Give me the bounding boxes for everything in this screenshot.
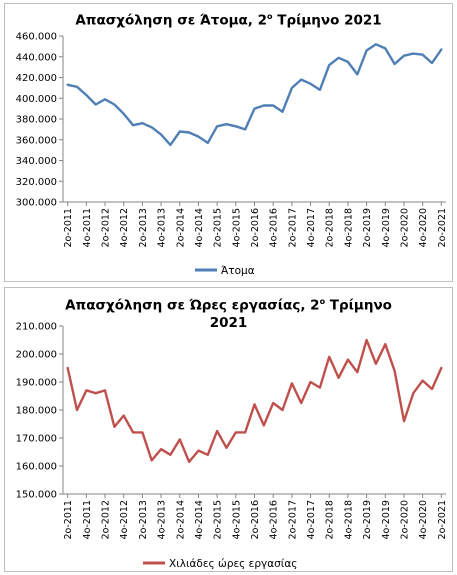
y-tick-label: 340.000	[16, 156, 57, 167]
y-tick-label: 190.000	[16, 378, 57, 389]
x-tick-label: 2ο-2015	[213, 208, 224, 247]
x-tick-label: 2ο-2012	[101, 208, 112, 247]
x-tick-label: 2ο-2021	[437, 500, 448, 539]
chart-svg-hours: 150.000 160.000 170.000 180.000 190.000 200.0…	[16, 322, 448, 571]
legend-label: Άτομα	[221, 265, 255, 277]
x-tick-label: 4ο-2019	[381, 208, 392, 247]
series-line	[66, 43, 443, 147]
x-tick-label: 4ο-2011	[82, 500, 93, 539]
y-tick-label: 200.000	[16, 350, 57, 361]
x-tick-label: 2ο-2011	[63, 208, 74, 247]
x-tick-label: 4ο-2012	[119, 500, 130, 539]
x-tick-label: 2ο-2019	[362, 208, 373, 247]
x-tick-label: 2ο-2019	[362, 500, 373, 539]
x-tick-label: 4ο-2013	[157, 500, 168, 539]
y-tick-label: 460.000	[16, 32, 57, 43]
y-tick-label: 150.000	[16, 490, 57, 501]
y-tick-label: 320.000	[16, 177, 57, 188]
x-tick-label: 4ο-2018	[343, 208, 354, 247]
legend-label: Χιλιάδες ώρες εργασίας	[169, 558, 297, 570]
x-tick-label: 4ο-2014	[194, 208, 205, 247]
y-tick-label: 360.000	[16, 135, 57, 146]
x-tick-label: 2ο-2020	[399, 500, 410, 539]
x-tick-label: 2ο-2018	[325, 500, 336, 539]
y-tick-label: 160.000	[16, 462, 57, 473]
x-tick-label: 2ο-2016	[250, 500, 261, 539]
x-tick-label: 4ο-2017	[306, 208, 317, 247]
x-tick-label: 2ο-2014	[175, 500, 186, 539]
y-tick-label: 400.000	[16, 94, 57, 105]
chart-title: Απασχόληση σε Άτομα, 2ο Τρίμηνο 2021	[75, 12, 382, 29]
x-tick-label: 2ο-2021	[437, 208, 448, 247]
x-tick-label: 2ο-2014	[175, 208, 186, 247]
x-tick-label: 2ο-2012	[101, 500, 112, 539]
x-tick-label: 4ο-2017	[306, 500, 317, 539]
x-tick-label: 4ο-2012	[119, 208, 130, 247]
y-tick-label: 170.000	[16, 434, 57, 445]
x-tick-label: 4ο-2013	[157, 208, 168, 247]
x-tick-label: 2ο-2013	[138, 500, 149, 539]
x-tick-label: 4ο-2011	[82, 208, 93, 247]
y-tick-label: 380.000	[16, 115, 57, 126]
x-tick-label: 2ο-2016	[250, 208, 261, 247]
y-tick-label: 420.000	[16, 73, 57, 84]
x-tick-label: 4ο-2015	[231, 500, 242, 539]
x-tick-label: 4ο-2020	[418, 500, 429, 539]
x-tick-label: 2ο-2013	[138, 208, 149, 247]
x-tick-label: 4ο-2014	[194, 500, 205, 539]
chart-title: Απασχόληση σε Ώρες εργασίας, 2ο Τρίμηνο 2…	[65, 297, 392, 331]
chart-panel-hours: Απασχόληση σε Ώρες εργασίας, 2ο Τρίμηνο 2…	[4, 287, 453, 572]
x-tick-label: 2ο-2015	[213, 500, 224, 539]
x-tick-label: 2ο-2018	[325, 208, 336, 247]
x-tick-label: 4ο-2016	[269, 208, 280, 247]
series-line	[66, 338, 443, 464]
x-tick-label: 4ο-2019	[381, 500, 392, 539]
x-tick-label: 4ο-2020	[418, 208, 429, 247]
y-tick-label: 440.000	[16, 52, 57, 63]
x-tick-label: 4ο-2018	[343, 500, 354, 539]
y-tick-label: 300.000	[16, 198, 57, 209]
chart-panel-persons: Απασχόληση σε Άτομα, 2ο Τρίμηνο 2021 300…	[4, 3, 453, 282]
x-tick-label: 2ο-2017	[287, 500, 298, 539]
y-tick-label: 180.000	[16, 406, 57, 417]
x-tick-label: 2ο-2017	[287, 208, 298, 247]
chart-svg-persons: 300.000 320.000 340.000 360.000 380.000 400.0…	[16, 32, 448, 278]
x-tick-label: 2ο-2011	[63, 500, 74, 539]
x-tick-label: 4ο-2015	[231, 208, 242, 247]
x-tick-label: 2ο-2020	[399, 208, 410, 247]
y-tick-label: 210.000	[16, 322, 57, 333]
x-tick-label: 4ο-2016	[269, 500, 280, 539]
